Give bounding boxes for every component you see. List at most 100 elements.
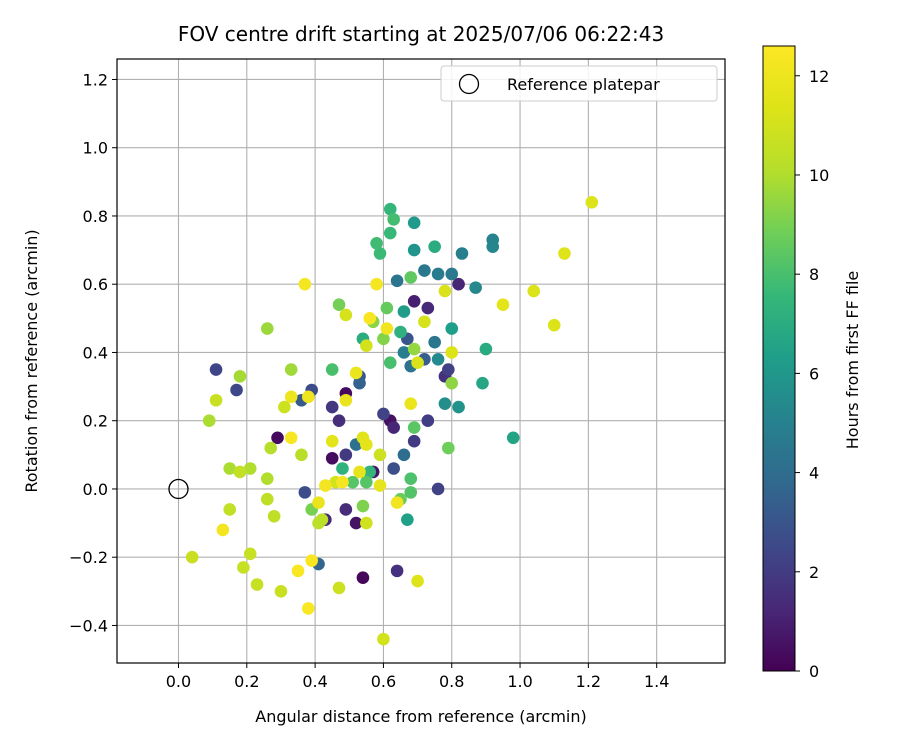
scatter-point [380, 301, 394, 315]
scatter-point [298, 486, 312, 499]
scatter-point [387, 213, 400, 226]
scatter-point [233, 370, 247, 383]
scatter-point [209, 363, 223, 376]
scatter-point [233, 465, 247, 479]
scatter-point [291, 564, 305, 578]
x-tick-label: 0.4 [302, 672, 327, 691]
x-tick-label: 1.0 [507, 672, 532, 691]
scatter-point [332, 298, 346, 311]
scatter-point [411, 356, 424, 370]
y-tick-label: −0.2 [69, 548, 108, 567]
scatter-point [404, 271, 418, 284]
scatter-point [295, 448, 308, 462]
colorbar-gradient [762, 45, 796, 672]
scatter-point [243, 547, 257, 561]
x-axis: 0.0 0.2 0.4 0.6 0.8 1.0 1.2 1.4 [166, 663, 669, 691]
scatter-point [496, 298, 510, 311]
scatter-point [216, 523, 230, 537]
x-axis-title: Angular distance from reference (arcmin) [255, 707, 586, 726]
scatter-point [339, 448, 353, 462]
scatter-point [421, 301, 435, 315]
scatter-point [390, 496, 404, 509]
colorbar-tick-label: 6 [809, 364, 819, 383]
scatter-point [250, 578, 264, 591]
y-tick-label: 1.2 [83, 70, 108, 89]
scatter-point [325, 434, 339, 448]
scatter-point [336, 475, 349, 489]
y-tick-label: 0.2 [83, 412, 108, 431]
scatter-point [383, 226, 397, 240]
colorbar-tick-label: 0 [809, 662, 819, 681]
colorbar-tick-label: 8 [809, 265, 819, 284]
scatter-point [428, 335, 441, 349]
scatter-point [325, 451, 339, 465]
scatter-point [380, 322, 394, 335]
scatter-point [431, 482, 445, 496]
scatter-point [243, 462, 257, 475]
scatter-point [390, 564, 404, 578]
scatter-point [360, 475, 373, 489]
x-tick-label: 0.8 [439, 672, 464, 691]
scatter-point [202, 414, 216, 428]
scatter-point [360, 516, 373, 530]
legend-label: Reference platepar [507, 75, 660, 94]
scatter-point [411, 574, 424, 588]
scatter-point [407, 243, 421, 257]
scatter-point [360, 339, 373, 352]
scatter-point [469, 281, 482, 294]
scatter-point [373, 247, 387, 260]
scatter-point [332, 414, 346, 428]
scatter-point [353, 465, 366, 479]
scatter-point [445, 322, 459, 335]
scatter-point [418, 264, 431, 277]
scatter-point [339, 308, 353, 322]
scatter-point [445, 346, 459, 359]
scatter-point [585, 196, 599, 209]
scatter-point [360, 438, 373, 451]
grid [117, 59, 725, 663]
scatter-point [452, 277, 465, 291]
scatter-point [407, 294, 421, 308]
scatter-point [438, 284, 452, 298]
scatter-point [401, 513, 414, 526]
scatter-point [363, 465, 377, 479]
scatter-point [260, 472, 274, 486]
scatter-point [312, 496, 325, 509]
y-tick-label: 0.0 [83, 480, 108, 499]
legend-box [440, 65, 718, 102]
scatter-point [397, 448, 411, 462]
scatter-point [387, 421, 400, 434]
x-tick-label: 0.2 [234, 672, 259, 691]
scatter-point [346, 475, 359, 489]
scatter-point [486, 240, 500, 253]
scatter-point [349, 516, 363, 530]
scatter-point [373, 448, 387, 462]
legend-reference-marker [458, 73, 480, 95]
reference-point-marker [168, 478, 189, 500]
scatter-point [445, 267, 459, 281]
scatter-point [260, 322, 274, 335]
scatter-point [363, 312, 377, 325]
scatter-point [527, 284, 541, 298]
scatter-point [377, 332, 390, 346]
scatter-point [301, 390, 315, 404]
scatter-point [479, 342, 493, 356]
scatter-point [209, 393, 223, 407]
x-tick-label: 0.6 [371, 672, 396, 691]
scatter-point [390, 274, 404, 288]
scatter-point [506, 431, 520, 445]
scatter-point [260, 492, 274, 506]
x-tick-label: 1.2 [576, 672, 601, 691]
scatter-point [237, 561, 250, 574]
scatter-point [558, 247, 571, 260]
scatter-point [455, 247, 469, 260]
scatter-point [230, 383, 243, 397]
scatter-point [442, 441, 455, 455]
colorbar-tick-label: 12 [809, 67, 829, 86]
colorbar-label: Hours from first FF file [843, 271, 862, 450]
scatter-point [476, 376, 489, 390]
scatter-point [418, 315, 431, 329]
scatter-point [305, 554, 318, 567]
scatter-point [397, 346, 411, 359]
scatter-point [339, 393, 353, 407]
